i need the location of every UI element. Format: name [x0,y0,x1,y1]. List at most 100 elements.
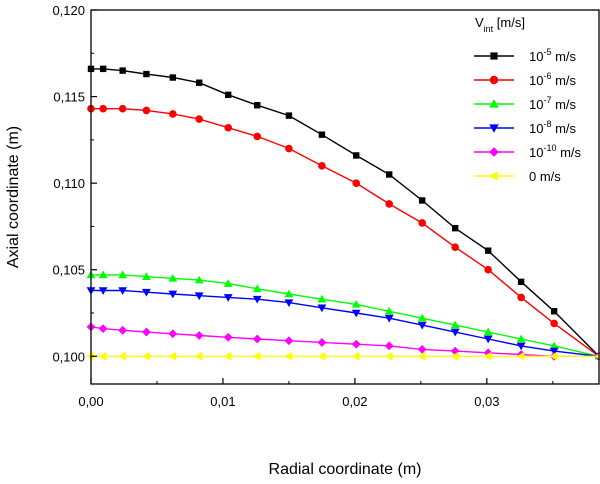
data-point [285,112,293,119]
series-line [91,274,600,357]
data-point [223,294,233,302]
data-point [450,328,460,337]
data-point [516,334,526,343]
x-tick-label: 0,03 [474,394,499,409]
data-point [285,144,293,153]
series-line [91,68,600,357]
data-point [384,306,394,315]
data-point [194,331,204,340]
legend-entry: 10-6 m/s [474,71,577,88]
data-point [317,338,327,347]
data-point [142,327,151,337]
y-tick-label: 0,100 [52,349,85,364]
data-point [484,265,492,274]
x-tick-label: 0,01 [210,394,235,409]
legend-marker [489,171,498,181]
data-point [168,290,178,299]
legend-entry: 0 m/s [474,169,561,184]
data-point [483,327,493,336]
data-point [451,243,459,252]
data-point [517,293,525,302]
legend-marker [489,99,499,108]
data-point [549,351,558,361]
data-point [168,329,178,339]
data-point [98,287,108,295]
legend: Vint [m/s] 10-5 m/s 10-6 m/s 10-7 m/s 10-8 … [474,15,582,184]
axis-ticks: 0,00 0,01 0,02 0,03 0,100 0,105 0,110 0,115 0,12… [52,3,554,409]
legend-marker [489,75,499,85]
legend-marker [489,147,499,157]
legend-label: 0 m/s [529,169,561,184]
data-point [98,270,108,279]
legend-marker [489,124,499,133]
data-point [385,200,394,208]
data-point [353,152,360,159]
series-6 [86,351,600,361]
data-point [418,219,426,227]
y-tick-label: 0,105 [52,263,85,278]
data-point [284,351,293,361]
data-point [99,65,107,73]
data-point [223,332,233,342]
data-point [169,74,177,81]
legend-label: 10-10 m/s [529,143,582,160]
legend-label: 10-6 m/s [529,71,577,88]
data-point [450,351,459,361]
series-line [91,289,600,357]
data-point [225,91,232,99]
data-point [417,351,426,361]
data-point [317,294,327,303]
data-point [169,110,177,118]
data-point [549,347,559,356]
legend-entry: 10-7 m/s [474,95,577,112]
legend-entry: 10-8 m/s [474,119,577,136]
data-point [118,351,126,361]
data-point [550,308,558,315]
data-point [284,299,294,308]
data-point [384,341,394,351]
data-point [195,79,203,86]
data-point [118,104,127,113]
data-point [118,270,128,279]
legend-entry: 10-5 m/s [474,47,577,64]
data-point [142,288,151,297]
data-point [384,351,393,361]
data-point [351,309,361,318]
data-point [252,295,262,304]
data-point [98,351,107,361]
data-point [118,287,128,295]
series-2 [87,104,600,361]
data-point [318,131,326,138]
data-point [99,104,107,113]
y-tick-label: 0,115 [53,90,85,105]
data-point [417,344,427,354]
data-point [483,335,493,344]
data-point [484,247,492,254]
data-point [142,272,151,280]
legend-label: 10-8 m/s [529,119,577,136]
data-point [224,123,233,132]
data-point [284,336,294,346]
data-point [351,299,361,308]
data-point [223,279,233,287]
y-tick-label: 0,110 [53,176,85,191]
data-point [194,351,203,361]
data-point [417,321,427,330]
data-point [253,132,262,141]
data-point [284,289,294,298]
data-point [317,351,326,361]
legend-marker [490,52,498,60]
data-point [517,278,525,286]
data-point [142,351,150,361]
data-point [351,351,360,361]
legend-label: 10-5 m/s [529,47,577,64]
data-point [194,292,204,301]
data-point [451,224,459,232]
data-point [516,342,526,351]
data-point [417,313,427,322]
data-point [168,351,177,361]
y-axis-title: Axial coordinate (m) [5,126,22,268]
legend-label: 10-7 m/s [529,95,577,112]
data-point [318,162,326,170]
